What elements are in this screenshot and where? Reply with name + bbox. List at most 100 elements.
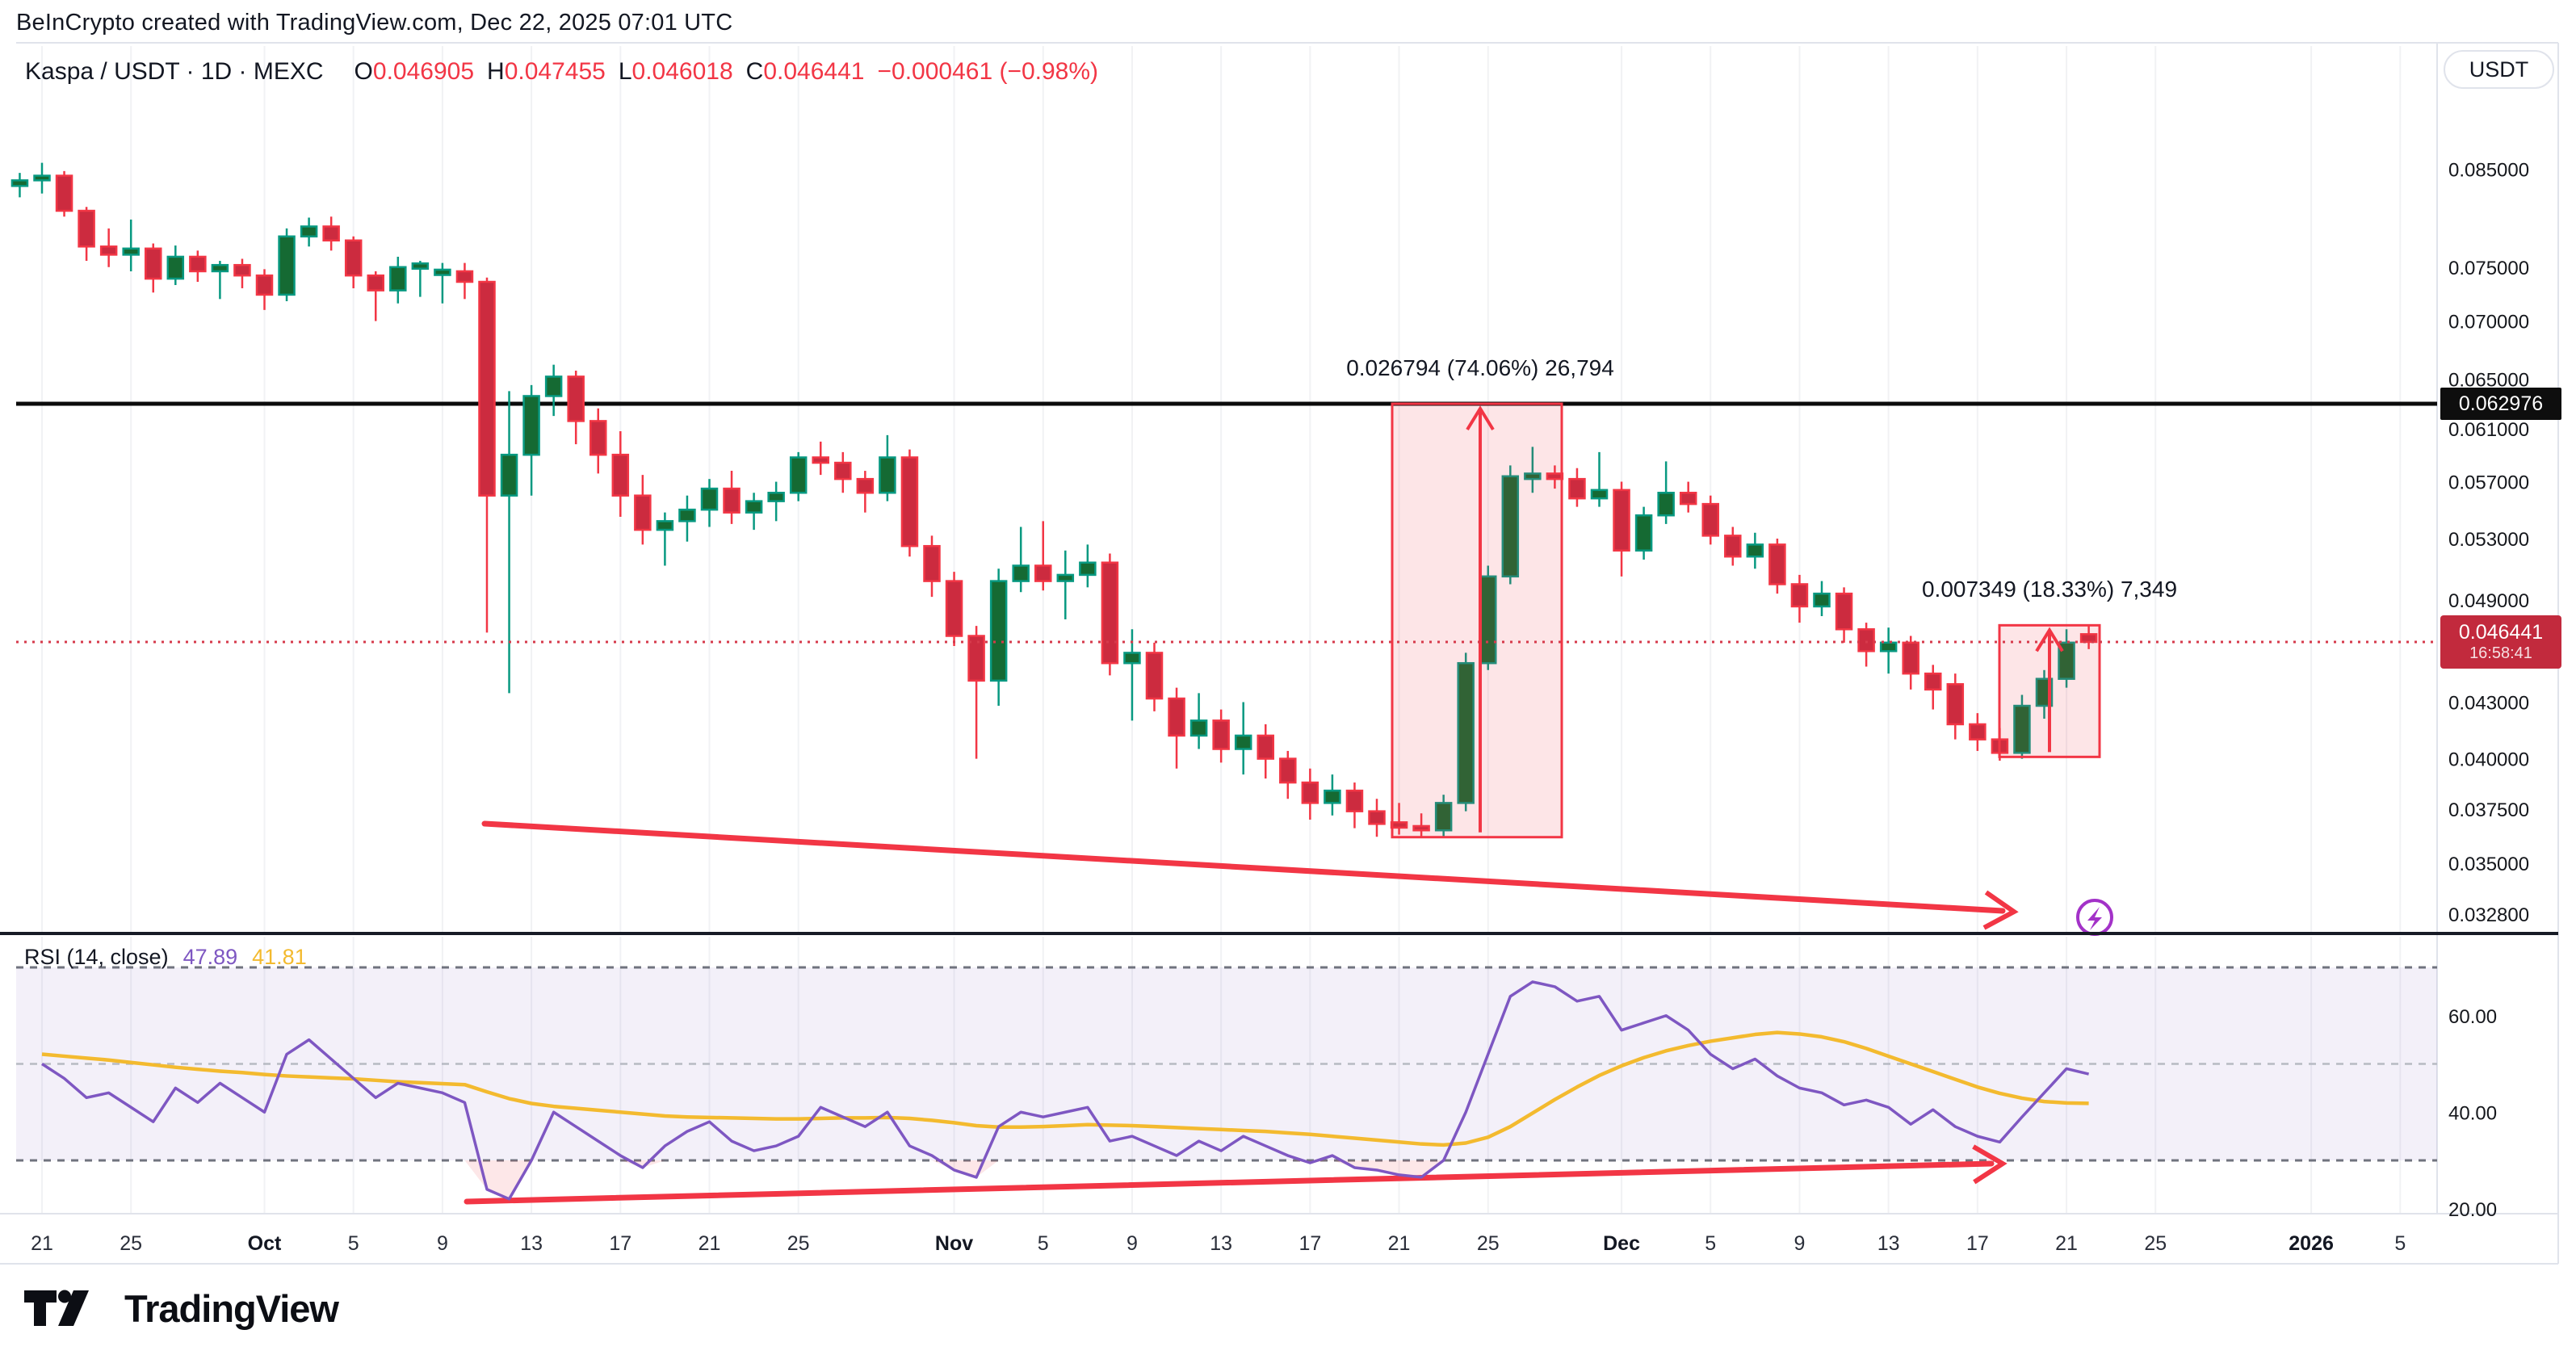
candle-body: [2058, 641, 2075, 680]
candle-body: [1768, 543, 1786, 585]
date-axis-label: 21: [2055, 1232, 2078, 1255]
candle-body: [945, 580, 963, 637]
candle-body: [1234, 734, 1252, 750]
candle-body: [900, 456, 919, 547]
price-level-label: 0.062976: [2440, 388, 2561, 420]
candle-body: [33, 174, 51, 182]
candle-body: [723, 487, 740, 514]
rsi-line: [41, 980, 2090, 1201]
rsi-axis-label: 60.00: [2448, 1006, 2497, 1028]
rsi-axis-label: 20.00: [2448, 1199, 2497, 1221]
candle-body: [1813, 592, 1831, 608]
candle-body: [1969, 723, 1987, 740]
price-axis-label: 0.057000: [2448, 472, 2529, 494]
price-axis-label: 0.061000: [2448, 419, 2529, 441]
price-axis-label: 0.053000: [2448, 529, 2529, 551]
candle-body: [278, 235, 296, 296]
tradingview-logo[interactable]: TradingView: [23, 1286, 339, 1331]
candle-body: [1257, 734, 1274, 760]
candle-body: [1368, 810, 1386, 825]
candle-body: [856, 477, 875, 494]
rsi-ma-value: 41.81: [252, 945, 307, 969]
price-axis-label: 0.040000: [2448, 749, 2529, 771]
rsi-legend[interactable]: RSI (14, close) 47.89 41.81: [24, 945, 307, 970]
candle-body: [478, 280, 496, 497]
lightning-bolt: [2087, 907, 2102, 930]
candle-body: [789, 456, 808, 494]
symbol-legend[interactable]: Kaspa / USDT · 1D · MEXC O0.046905 H0.0474…: [25, 58, 1098, 86]
tradingview-logo-text: TradingView: [124, 1286, 339, 1330]
rsi-value: 47.89: [183, 945, 238, 969]
low-label: L: [618, 58, 632, 85]
measurement-label-big: 0.026794 (74.06%) 26,794: [1346, 355, 1614, 380]
date-axis-label: 25: [120, 1232, 142, 1255]
date-axis-label: 2026: [2289, 1232, 2334, 1255]
date-axis-label: 9: [1126, 1232, 1138, 1255]
candle-body: [99, 245, 118, 256]
candle-body: [344, 239, 363, 277]
last-price-label: 0.046441 16:58:41: [2440, 615, 2561, 669]
candle-body: [544, 375, 563, 397]
candle-body: [589, 420, 607, 456]
candle-body: [145, 247, 162, 280]
candle-body: [1123, 652, 1141, 665]
candle-body: [989, 580, 1008, 682]
candle-countdown: 16:58:41: [2469, 644, 2532, 662]
date-axis-label: 25: [2144, 1232, 2167, 1255]
candle-body: [1279, 757, 1297, 784]
candle-body: [1189, 719, 1208, 737]
change-value: −0.000461 (−0.98%): [877, 58, 1099, 85]
candle-body: [1101, 561, 1119, 665]
date-axis-label: 5: [1705, 1232, 1716, 1255]
date-axis-label: 21: [31, 1232, 53, 1255]
date-axis-label: 5: [348, 1232, 359, 1255]
candle-body: [122, 247, 140, 256]
currency-toggle-button[interactable]: USDT: [2444, 50, 2554, 89]
price-trendline: [481, 820, 2006, 914]
price-axis-label: 0.075000: [2448, 258, 2529, 279]
candle-body: [1079, 561, 1097, 577]
candle-body: [255, 274, 274, 296]
candle-body: [166, 255, 185, 280]
candle-body: [1501, 475, 1520, 578]
candle-body: [1902, 641, 1919, 675]
candle-body: [1634, 514, 1653, 552]
candle-body: [1857, 628, 1875, 652]
candle-body: [1701, 502, 1719, 537]
date-axis-label: 25: [1477, 1232, 1500, 1255]
price-axis-label: 0.043000: [2448, 693, 2529, 715]
candle-body: [189, 255, 207, 273]
candle-body: [500, 453, 518, 497]
high-value: 0.047455: [504, 58, 606, 85]
price-axis-label: 0.065000: [2448, 369, 2529, 391]
candle-body: [211, 263, 229, 273]
candle-body: [1924, 672, 1942, 691]
date-axis-label: Nov: [935, 1232, 973, 1255]
price-axis-label: 0.035000: [2448, 854, 2529, 875]
candle-body: [567, 375, 585, 422]
candle-body: [879, 456, 896, 494]
candle-body: [967, 635, 985, 682]
rsi-axis-label: 40.00: [2448, 1102, 2497, 1124]
candle-body: [678, 508, 696, 522]
candle-body: [55, 174, 73, 212]
close-value: 0.046441: [763, 58, 865, 85]
candle-body: [1434, 802, 1453, 832]
candle-body: [367, 274, 384, 292]
candle-body: [1590, 489, 1609, 500]
date-axis-label: 21: [699, 1232, 721, 1255]
candle-body: [2079, 633, 2098, 644]
candle-body: [1835, 592, 1853, 631]
last-price-value: 0.046441: [2458, 621, 2544, 644]
candle-body: [322, 225, 340, 242]
price-axis-label: 0.070000: [2448, 312, 2529, 334]
candle-body: [1790, 583, 1809, 608]
price-axis-label: 0.032800: [2448, 904, 2529, 926]
candle-body: [1345, 789, 1364, 812]
measurement-label-small: 0.007349 (18.33%) 7,349: [1921, 577, 2178, 602]
candle-body: [1212, 719, 1230, 750]
candle-body: [1746, 543, 1764, 558]
candle-body: [522, 395, 540, 456]
